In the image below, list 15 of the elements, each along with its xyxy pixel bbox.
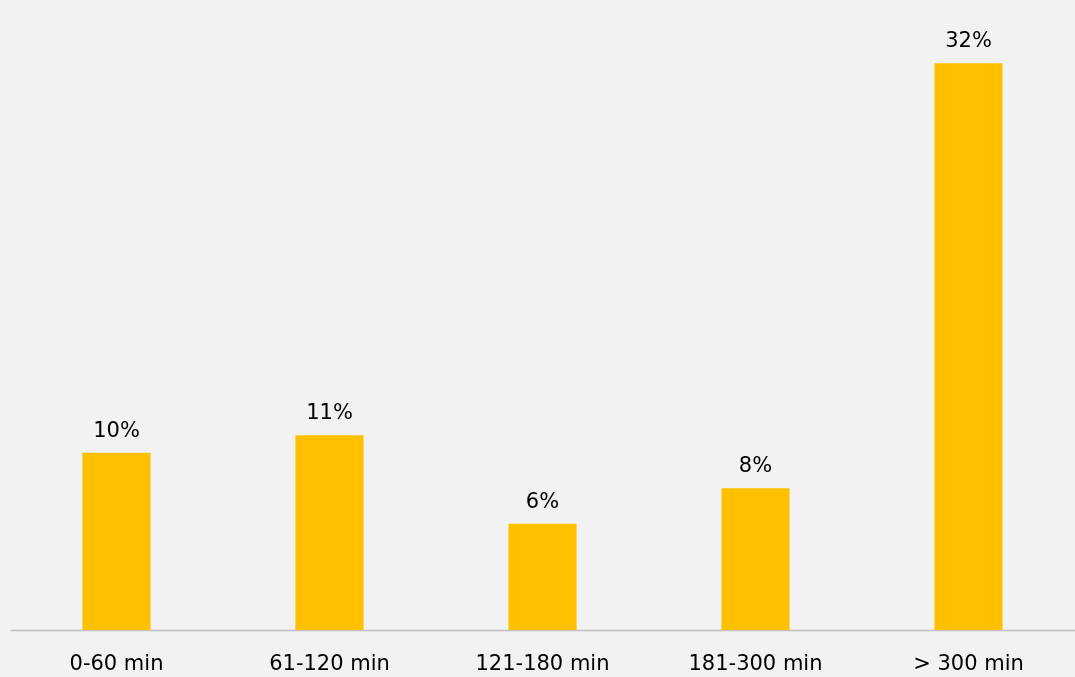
x-tick-label: 181-300 min xyxy=(688,650,823,675)
bar xyxy=(508,523,577,630)
x-tick-label: 61-120 min xyxy=(269,650,390,675)
bar xyxy=(82,452,151,630)
data-label: 32% xyxy=(945,28,992,53)
data-label: 6% xyxy=(525,488,560,513)
data-label: 11% xyxy=(306,400,353,425)
x-tick-label: 121-180 min xyxy=(475,650,610,675)
bar xyxy=(721,488,790,630)
x-tick-label: > 300 min xyxy=(913,650,1024,675)
data-label: 10% xyxy=(93,417,140,442)
x-tick-label: 0-60 min xyxy=(69,650,164,675)
data-label: 8% xyxy=(738,453,773,478)
bar xyxy=(934,63,1003,630)
bar xyxy=(295,435,364,630)
